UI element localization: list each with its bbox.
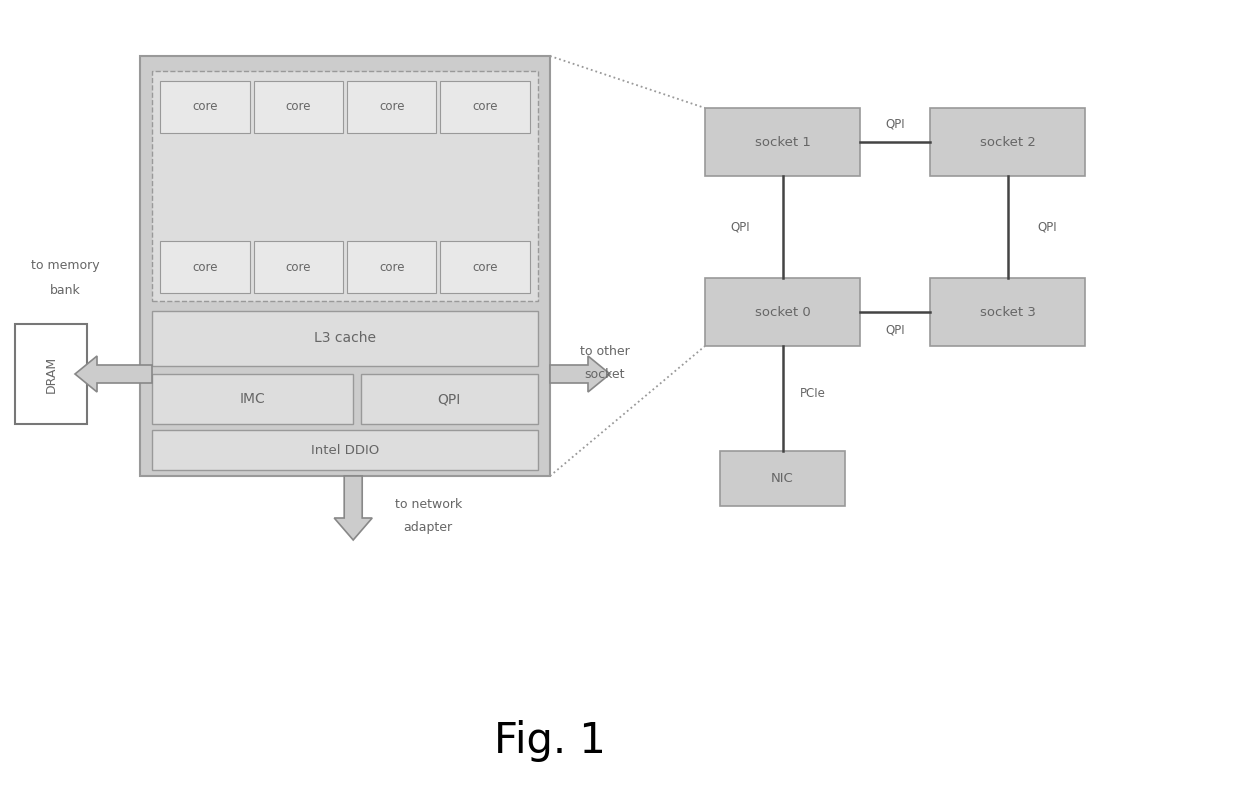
Text: socket: socket (585, 368, 625, 380)
FancyBboxPatch shape (706, 278, 861, 346)
FancyBboxPatch shape (140, 56, 551, 476)
Text: to memory: to memory (31, 259, 99, 272)
FancyBboxPatch shape (153, 430, 538, 470)
FancyBboxPatch shape (153, 311, 538, 366)
Text: socket 0: socket 0 (755, 306, 811, 318)
Text: QPI: QPI (885, 323, 905, 337)
FancyBboxPatch shape (347, 241, 436, 293)
FancyBboxPatch shape (160, 241, 249, 293)
Text: core: core (192, 260, 217, 274)
Text: core: core (285, 260, 311, 274)
Text: core: core (379, 260, 404, 274)
Text: NIC: NIC (771, 472, 794, 485)
Text: core: core (192, 100, 217, 114)
FancyBboxPatch shape (440, 81, 529, 133)
Text: QPI: QPI (885, 118, 905, 131)
FancyBboxPatch shape (15, 324, 87, 424)
FancyBboxPatch shape (253, 241, 343, 293)
Text: socket 1: socket 1 (755, 135, 811, 149)
Polygon shape (551, 356, 610, 392)
FancyBboxPatch shape (930, 108, 1085, 176)
FancyBboxPatch shape (253, 81, 343, 133)
Text: socket 2: socket 2 (980, 135, 1035, 149)
Text: QPI: QPI (730, 220, 750, 233)
Text: QPI: QPI (1038, 220, 1058, 233)
Text: Intel DDIO: Intel DDIO (311, 443, 379, 456)
Text: socket 3: socket 3 (980, 306, 1035, 318)
Text: core: core (285, 100, 311, 114)
FancyBboxPatch shape (160, 81, 249, 133)
FancyBboxPatch shape (930, 278, 1085, 346)
Text: PCIe: PCIe (800, 387, 826, 400)
Text: IMC: IMC (239, 392, 265, 406)
Text: to network: to network (394, 498, 461, 510)
Text: core: core (472, 100, 498, 114)
Text: QPI: QPI (438, 392, 461, 406)
Polygon shape (74, 356, 153, 392)
Text: Fig. 1: Fig. 1 (494, 720, 606, 762)
Text: adapter: adapter (404, 521, 453, 534)
FancyBboxPatch shape (153, 374, 352, 424)
FancyBboxPatch shape (361, 374, 538, 424)
Text: DRAM: DRAM (45, 356, 57, 392)
FancyBboxPatch shape (440, 241, 529, 293)
Text: core: core (379, 100, 404, 114)
FancyBboxPatch shape (347, 81, 436, 133)
Text: core: core (472, 260, 498, 274)
Text: bank: bank (50, 284, 81, 298)
Text: to other: to other (580, 345, 630, 357)
Polygon shape (335, 476, 372, 540)
FancyBboxPatch shape (720, 451, 844, 506)
FancyBboxPatch shape (153, 71, 538, 301)
Text: L3 cache: L3 cache (314, 331, 376, 345)
FancyBboxPatch shape (706, 108, 861, 176)
